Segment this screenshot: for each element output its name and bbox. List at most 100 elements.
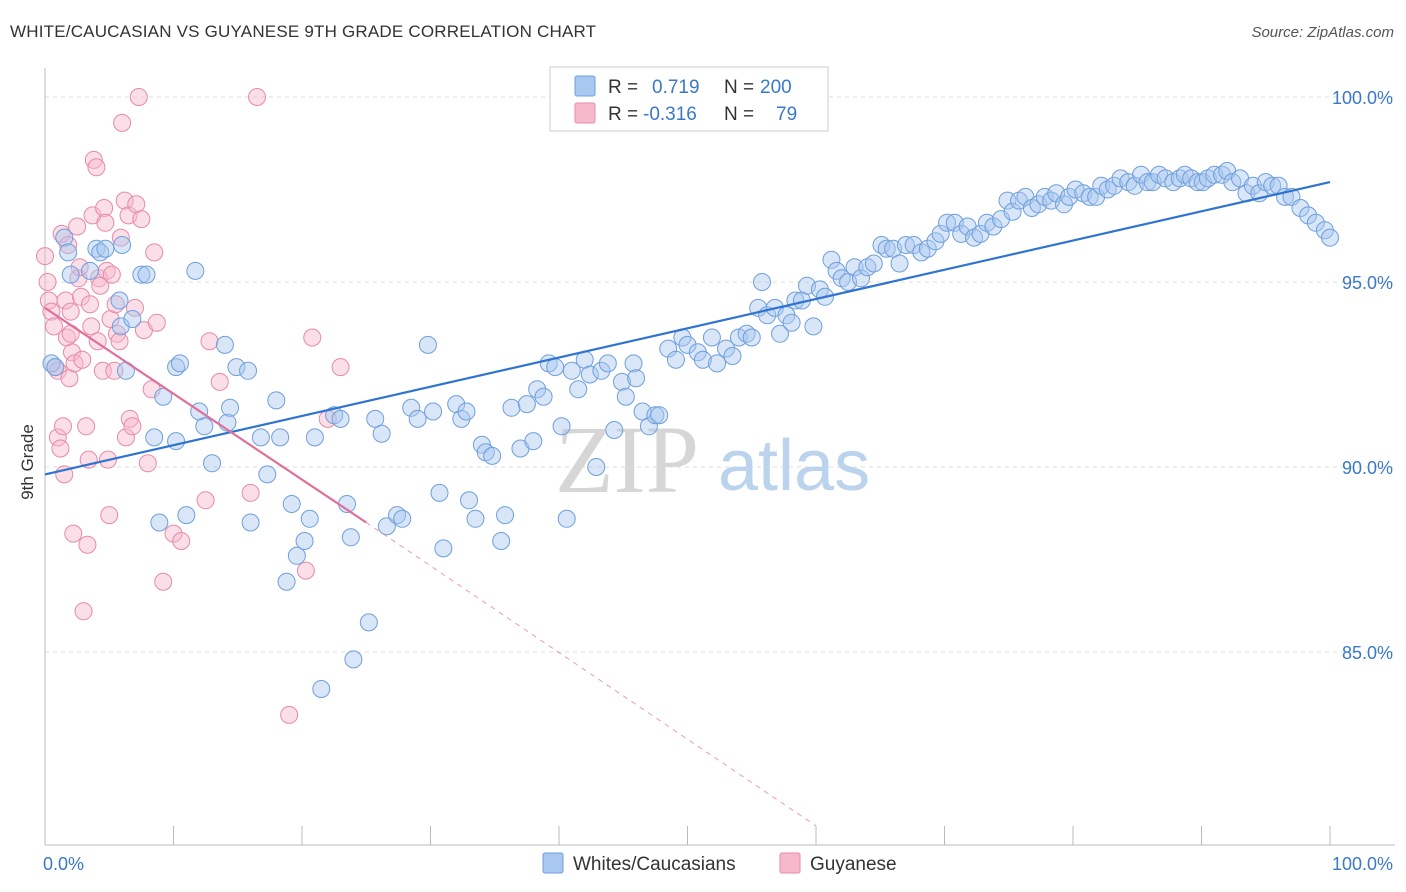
whites-point bbox=[170, 354, 189, 373]
series-legend-swatch-whites bbox=[542, 852, 564, 874]
legend-r-value-2: -0.316 bbox=[643, 104, 697, 125]
whites-point bbox=[517, 395, 536, 414]
whites-point bbox=[639, 417, 658, 436]
whites-point bbox=[587, 458, 606, 476]
whites-point bbox=[137, 265, 156, 284]
watermark: ZIP atlas bbox=[555, 406, 870, 513]
guyanese-point bbox=[115, 191, 134, 210]
guyanese-point bbox=[120, 409, 139, 428]
guyanese-point bbox=[77, 417, 96, 436]
whites-point bbox=[1306, 213, 1325, 232]
whites-point bbox=[300, 509, 319, 528]
axes bbox=[44, 68, 1395, 846]
guyanese-point bbox=[154, 572, 173, 591]
guyanese-point bbox=[200, 332, 219, 351]
guyanese-point bbox=[74, 602, 93, 621]
whites-point bbox=[215, 335, 234, 354]
whites-trend-line bbox=[44, 181, 1331, 476]
whites-point bbox=[80, 261, 99, 280]
whites-point bbox=[312, 680, 331, 698]
whites-point bbox=[282, 495, 301, 513]
guyanese-point bbox=[248, 88, 267, 106]
whites-point bbox=[46, 358, 65, 377]
whites-point bbox=[546, 358, 565, 377]
whites-point bbox=[91, 243, 110, 262]
stats-legend: R = 0.719 N = 200 R = -0.316 N = 79 bbox=[549, 66, 829, 132]
guyanese-point bbox=[147, 313, 166, 332]
guyanese-point bbox=[110, 332, 129, 351]
whites-point bbox=[251, 428, 270, 447]
guyanese-point bbox=[145, 243, 164, 262]
guyanese-point bbox=[80, 295, 99, 314]
whites-point bbox=[666, 350, 685, 369]
whites-point bbox=[753, 273, 772, 291]
guyanese-point bbox=[172, 532, 191, 550]
whites-point bbox=[113, 236, 132, 254]
whites-point bbox=[984, 217, 1003, 236]
whites-point bbox=[123, 310, 142, 328]
guyanese-point bbox=[84, 150, 103, 169]
whites-point bbox=[271, 428, 290, 447]
whites-point bbox=[1299, 206, 1318, 225]
legend-n-value-2: 79 bbox=[776, 104, 797, 125]
whites-point bbox=[331, 409, 350, 428]
whites-point bbox=[203, 454, 222, 473]
whites-point bbox=[524, 432, 543, 451]
guyanese-point bbox=[196, 491, 215, 510]
guyanese-trend-extension bbox=[365, 522, 817, 827]
whites-point bbox=[1087, 187, 1106, 206]
whites-point bbox=[466, 509, 485, 528]
whites-point bbox=[851, 269, 870, 288]
guyanese-point bbox=[142, 380, 161, 399]
whites-point bbox=[598, 354, 617, 373]
whites-point bbox=[872, 236, 891, 254]
series-legend-label-guyanese: Guyanese bbox=[810, 854, 897, 875]
x-tick-labels: 0.0% 100.0% bbox=[43, 854, 1393, 874]
whites-point bbox=[708, 354, 727, 373]
guyanese-point bbox=[125, 298, 144, 317]
whites-point bbox=[359, 613, 378, 632]
guyanese-point bbox=[113, 113, 132, 132]
whites-point bbox=[434, 539, 453, 558]
legend-r-label-1: R = bbox=[608, 77, 638, 98]
whites-point bbox=[569, 380, 588, 399]
whites-point bbox=[344, 650, 363, 669]
whites-point bbox=[418, 335, 437, 354]
whites-point bbox=[424, 402, 443, 421]
whites-point bbox=[771, 324, 790, 343]
whites-point bbox=[592, 361, 611, 380]
guyanese-point bbox=[138, 454, 157, 473]
whites-point bbox=[388, 506, 407, 525]
whites-point bbox=[227, 358, 246, 377]
whites-point bbox=[552, 417, 571, 436]
whites-point bbox=[1193, 173, 1212, 192]
whites-point bbox=[154, 387, 173, 406]
watermark-zip: ZIP bbox=[555, 406, 699, 513]
whites-point bbox=[145, 428, 164, 447]
whites-point bbox=[111, 317, 130, 336]
source-label: Source: ZipAtlas.com bbox=[1251, 24, 1394, 41]
whites-point bbox=[241, 513, 260, 532]
series-legend-swatch-guyanese bbox=[779, 852, 801, 874]
watermark-atlas: atlas bbox=[718, 426, 870, 506]
guyanese-point bbox=[73, 350, 92, 369]
whites-point bbox=[221, 398, 240, 417]
whites-point bbox=[496, 506, 515, 525]
whites-point bbox=[132, 265, 151, 284]
whites-point bbox=[646, 406, 665, 425]
x-tick-label: 100.0% bbox=[1332, 854, 1393, 874]
legend-n-value-1: 200 bbox=[760, 77, 792, 98]
whites-point bbox=[372, 424, 391, 443]
whites-point bbox=[890, 254, 909, 273]
whites-point bbox=[430, 483, 449, 502]
whites-point bbox=[822, 250, 841, 269]
whites-point bbox=[804, 317, 823, 336]
whites-point bbox=[557, 509, 576, 528]
whites-point bbox=[864, 254, 883, 273]
guyanese-point bbox=[44, 317, 63, 336]
guyanese-point bbox=[96, 213, 115, 232]
guyanese-point bbox=[51, 439, 70, 458]
whites-point bbox=[616, 387, 635, 406]
whites-point bbox=[277, 572, 296, 591]
